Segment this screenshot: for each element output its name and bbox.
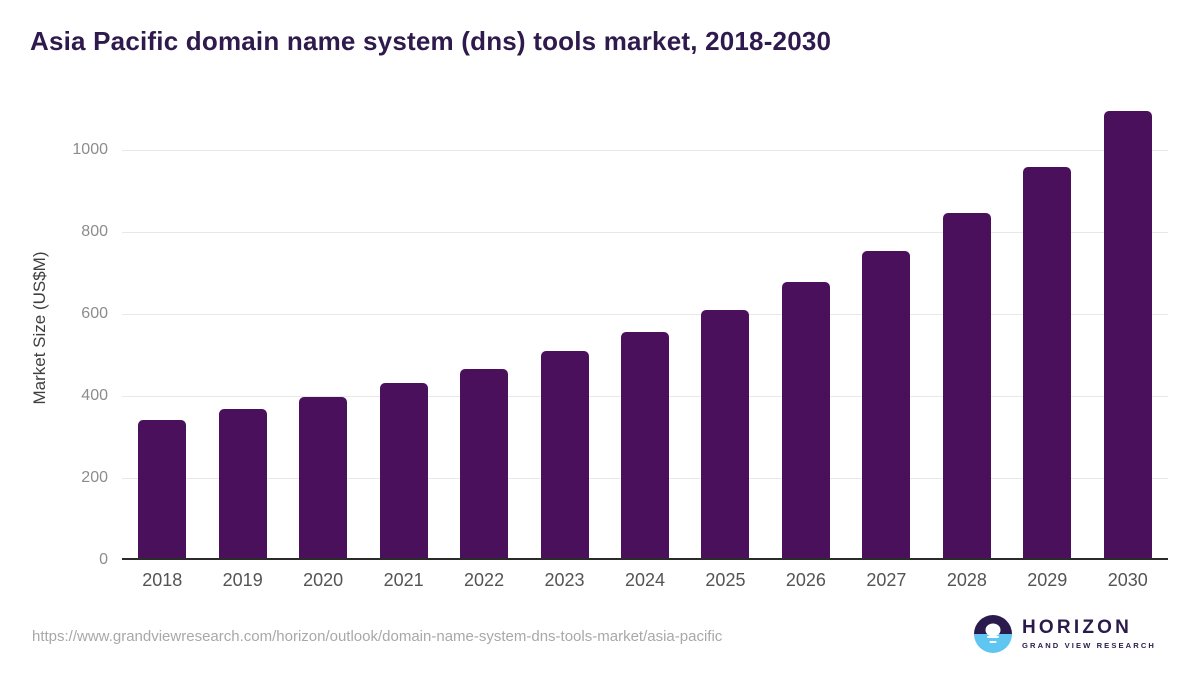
x-tick-label: 2024: [624, 570, 666, 590]
y-tick-label: 0: [99, 551, 108, 568]
bar-2025: [701, 309, 750, 559]
y-tick-label: 1000: [72, 141, 108, 159]
gridline: [122, 232, 1168, 234]
x-tick-label: 2023: [544, 570, 585, 590]
plot-area: [122, 95, 1168, 560]
x-tick-label: 2020: [303, 570, 344, 590]
horizon-logo: HORIZON GRAND VIEW RESEARCH: [974, 615, 1156, 653]
x-axis-line: [122, 558, 1168, 560]
logo-name: HORIZON: [1022, 617, 1133, 638]
bar-2021: [379, 382, 428, 559]
x-tick-label: 2026: [785, 570, 826, 590]
logo-text: HORIZON GRAND VIEW RESEARCH: [1022, 617, 1156, 651]
bar-2023: [540, 351, 589, 559]
logo-subtitle: GRAND VIEW RESEARCH: [1022, 641, 1156, 650]
bar-2024: [621, 331, 669, 559]
sun-reflection-icon: [987, 635, 1000, 638]
x-tick-label: 2029: [1027, 570, 1068, 590]
x-tick-label: 2025: [705, 570, 746, 590]
bar-2028: [942, 212, 991, 559]
sun-reflection-icon: [989, 640, 997, 643]
x-tick-label: 2019: [222, 570, 263, 590]
bar-2030: [1103, 111, 1152, 559]
x-tick-label: 2030: [1107, 570, 1148, 590]
bar-2019: [218, 408, 267, 559]
bar-2026: [781, 282, 830, 559]
bar-2029: [1023, 167, 1072, 559]
y-tick-label: 600: [81, 305, 108, 323]
bar-2018: [138, 419, 187, 559]
x-tick-label: 2028: [946, 570, 987, 590]
horizon-logo-icon: [974, 615, 1013, 653]
gridline: [122, 314, 1168, 316]
y-axis-title: Market Size (US$M): [30, 251, 49, 405]
y-tick-label: 800: [81, 223, 108, 241]
x-tick-label: 2021: [383, 570, 424, 590]
bar-2027: [862, 251, 911, 559]
source-url: https://www.grandviewresearch.com/horizo…: [32, 628, 723, 645]
bar-2020: [299, 396, 348, 559]
gridline: [122, 150, 1168, 152]
chart-title: Asia Pacific domain name system (dns) to…: [30, 26, 832, 56]
y-tick-label: 200: [81, 469, 108, 487]
x-tick-label: 2018: [142, 570, 183, 590]
sun-icon: [985, 623, 1001, 637]
bar-2022: [460, 368, 509, 559]
x-tick-label: 2022: [464, 570, 505, 590]
x-tick-label: 2027: [866, 570, 907, 590]
y-tick-label: 400: [81, 387, 108, 405]
